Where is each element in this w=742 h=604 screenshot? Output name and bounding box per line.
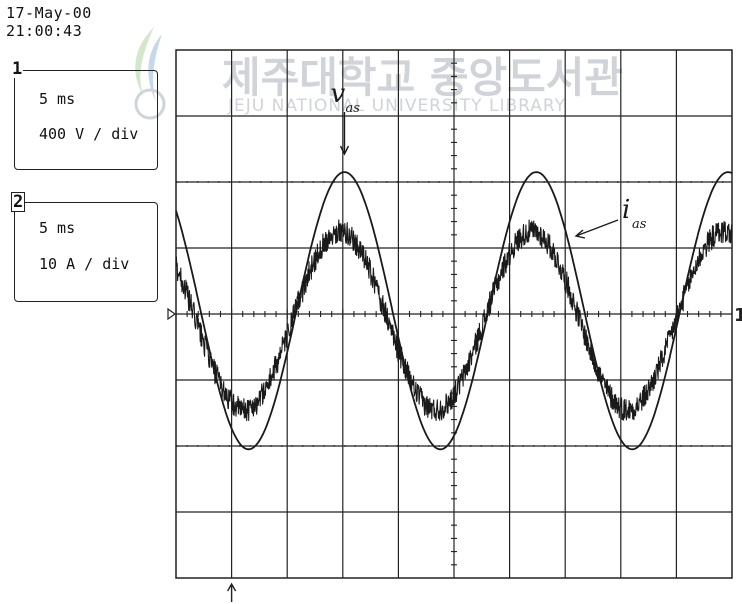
channel-2-time-div: 5 ms xyxy=(39,219,76,237)
label-i-as-arrow xyxy=(574,219,619,239)
channel-2-info-box: 2 5 ms 10 A / div xyxy=(11,192,158,302)
channel-1-info-box: 1 5 ms 400 V / div xyxy=(11,60,158,170)
channel-1-time-div: 5 ms xyxy=(39,90,76,108)
label-v-as: v xyxy=(330,79,345,109)
left-ground-marker xyxy=(167,307,177,321)
right-ground-marker: 1 xyxy=(734,305,742,326)
trigger-arrow xyxy=(226,582,237,602)
time-stamp: 21:00:43 xyxy=(6,22,83,40)
date-stamp: 17-May-00 xyxy=(6,4,92,22)
channel-1-number: 1 xyxy=(11,59,24,79)
trace-v_as xyxy=(175,171,733,451)
label-v-as-arrow xyxy=(339,112,350,156)
channel-1-volts-div: 400 V / div xyxy=(39,125,139,143)
label-i-as-subscript: as xyxy=(632,217,647,232)
channel-2-amps-div: 10 A / div xyxy=(39,255,130,273)
label-i-as: i xyxy=(622,195,630,225)
trace-i_as xyxy=(175,219,733,422)
channel-2-number: 2 xyxy=(11,192,26,212)
label-v-as-subscript: as xyxy=(345,101,360,116)
